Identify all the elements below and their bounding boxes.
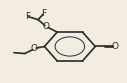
Text: O: O <box>43 22 50 31</box>
Text: F: F <box>25 12 30 21</box>
Text: O: O <box>31 44 38 53</box>
Text: O: O <box>112 42 119 51</box>
Text: F: F <box>41 9 46 18</box>
